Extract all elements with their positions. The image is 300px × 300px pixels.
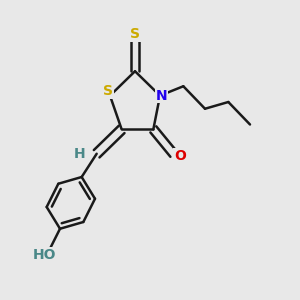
Text: N: N [155, 88, 167, 103]
Text: S: S [103, 84, 113, 98]
Text: HO: HO [33, 248, 57, 262]
Text: H: H [74, 147, 86, 161]
Text: O: O [174, 148, 186, 163]
Text: S: S [130, 28, 140, 41]
